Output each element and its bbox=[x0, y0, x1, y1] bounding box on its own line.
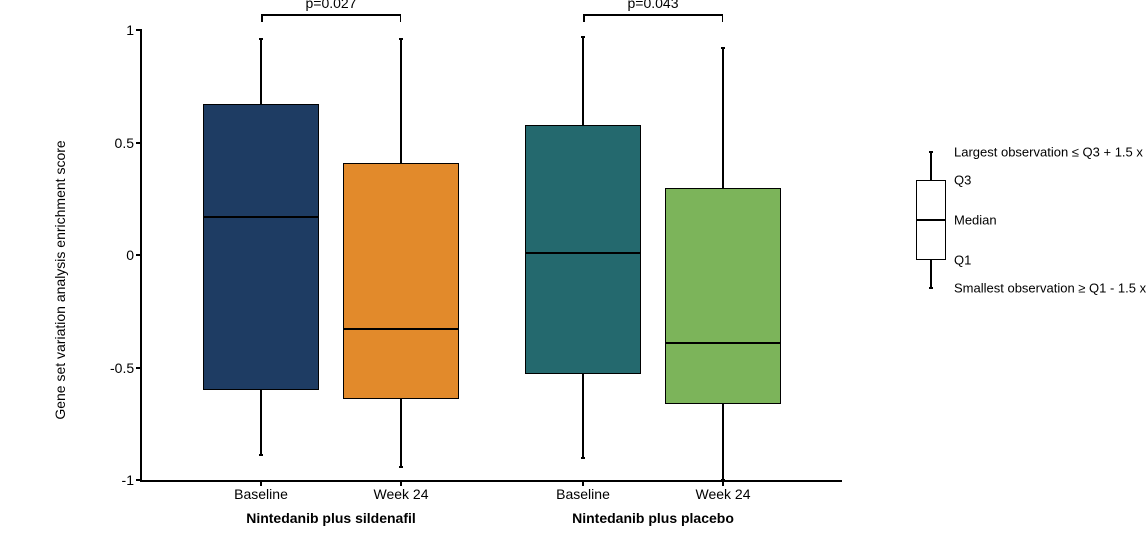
whisker bbox=[400, 399, 402, 467]
y-tick-label: -1 bbox=[110, 472, 134, 488]
group-label: Nintedanib plus sildenafil bbox=[246, 510, 416, 526]
whisker-cap bbox=[259, 454, 263, 456]
legend-label-q1: Q1 bbox=[954, 253, 971, 268]
legend-whisker-cap bbox=[929, 287, 933, 288]
whisker-cap bbox=[399, 466, 403, 468]
significance-bracket bbox=[261, 14, 401, 16]
x-tick-label: Week 24 bbox=[374, 486, 429, 502]
box bbox=[343, 163, 459, 399]
whisker bbox=[722, 48, 724, 188]
whisker bbox=[582, 374, 584, 457]
median-line bbox=[203, 216, 319, 218]
legend-label-q3: Q3 bbox=[954, 173, 971, 188]
legend-median bbox=[916, 219, 946, 220]
y-axis-label: Gene set variation analysis enrichment s… bbox=[52, 140, 68, 419]
whisker bbox=[400, 39, 402, 163]
y-tick bbox=[136, 367, 142, 369]
x-tick-label: Baseline bbox=[556, 486, 610, 502]
box bbox=[665, 188, 781, 404]
whisker bbox=[722, 404, 724, 481]
p-value-label: p=0.043 bbox=[628, 0, 679, 11]
y-tick bbox=[136, 142, 142, 144]
significance-bracket bbox=[583, 14, 723, 16]
y-tick-label: 0.5 bbox=[110, 135, 134, 151]
group-label: Nintedanib plus placebo bbox=[572, 510, 734, 526]
significance-bracket bbox=[400, 14, 402, 22]
whisker-cap bbox=[259, 38, 263, 40]
whisker bbox=[260, 39, 262, 104]
y-tick bbox=[136, 479, 142, 481]
significance-bracket bbox=[583, 14, 585, 22]
whisker-cap bbox=[399, 38, 403, 40]
box bbox=[203, 104, 319, 390]
x-tick-label: Baseline bbox=[234, 486, 288, 502]
significance-bracket bbox=[261, 14, 263, 22]
whisker-cap bbox=[721, 47, 725, 49]
y-tick-label: 1 bbox=[110, 22, 134, 38]
box bbox=[525, 125, 641, 375]
legend-label-lower-whisker: Smallest observation ≥ Q1 - 1.5 x IQR bbox=[954, 281, 1146, 296]
boxplot-chart: Gene set variation analysis enrichment s… bbox=[110, 10, 880, 550]
whisker-cap bbox=[581, 457, 585, 459]
median-line bbox=[525, 252, 641, 254]
y-tick-label: 0 bbox=[110, 247, 134, 263]
legend-label-upper-whisker: Largest observation ≤ Q3 + 1.5 x IQR bbox=[954, 145, 1146, 160]
y-tick-label: -0.5 bbox=[110, 360, 134, 376]
median-line bbox=[665, 342, 781, 344]
x-tick-label: Week 24 bbox=[696, 486, 751, 502]
y-tick bbox=[136, 254, 142, 256]
legend-label-median: Median bbox=[954, 213, 997, 228]
y-tick bbox=[136, 29, 142, 31]
whisker bbox=[260, 390, 262, 455]
plot-area: BaselineWeek 24Nintedanib plus sildenafi… bbox=[140, 30, 842, 482]
boxplot-legend: Largest observation ≤ Q3 + 1.5 x IQRQ3Me… bbox=[910, 140, 1130, 310]
whisker bbox=[582, 37, 584, 125]
whisker-cap bbox=[581, 36, 585, 38]
significance-bracket bbox=[722, 14, 724, 22]
legend-whisker-cap bbox=[929, 151, 933, 152]
median-line bbox=[343, 328, 459, 330]
p-value-label: p=0.027 bbox=[306, 0, 357, 11]
